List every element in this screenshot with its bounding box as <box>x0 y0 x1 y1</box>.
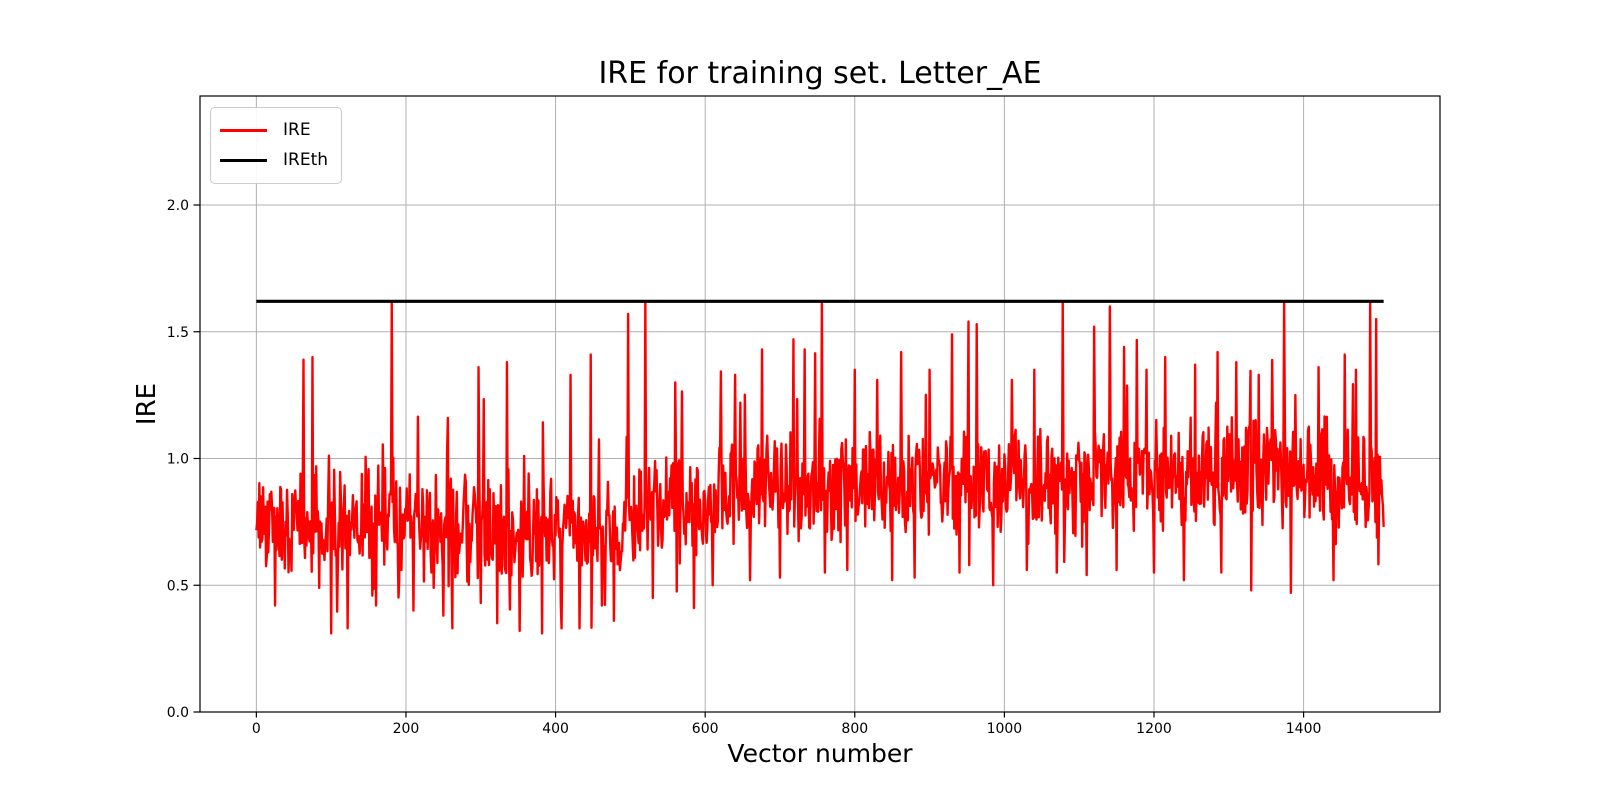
axes-box <box>199 95 1441 713</box>
y-tick-label: 2.0 <box>167 198 189 214</box>
x-tick-label: 1000 <box>987 721 1023 737</box>
x-tick-label: 200 <box>393 721 420 737</box>
x-axis-label: Vector number <box>727 739 913 768</box>
legend-label-ireth: IREth <box>283 149 329 170</box>
legend-label-ire: IRE <box>283 119 311 140</box>
x-tick-label: 400 <box>542 721 569 737</box>
x-tick-label: 0 <box>252 721 261 737</box>
chart-title: IRE for training set. Letter_AE <box>598 56 1042 91</box>
legend: IRE IREth <box>210 107 343 184</box>
y-tick-label: 0.5 <box>167 578 189 594</box>
y-tick-label: 1.5 <box>167 325 189 341</box>
ire-line-swatch <box>220 128 267 132</box>
x-tick-label: 800 <box>841 721 868 737</box>
x-tick-label: 1200 <box>1136 721 1172 737</box>
ireth-line-swatch <box>220 158 267 162</box>
legend-item-ireth: IREth <box>220 145 328 175</box>
y-tick-label: 1.0 <box>167 452 189 468</box>
x-tick-label: 600 <box>692 721 719 737</box>
legend-item-ire: IRE <box>220 115 328 145</box>
x-tick-label: 1400 <box>1286 721 1322 737</box>
y-tick-label: 0.0 <box>167 705 189 721</box>
y-axis-label: IRE <box>132 382 162 426</box>
ire-series-line <box>255 300 1385 635</box>
